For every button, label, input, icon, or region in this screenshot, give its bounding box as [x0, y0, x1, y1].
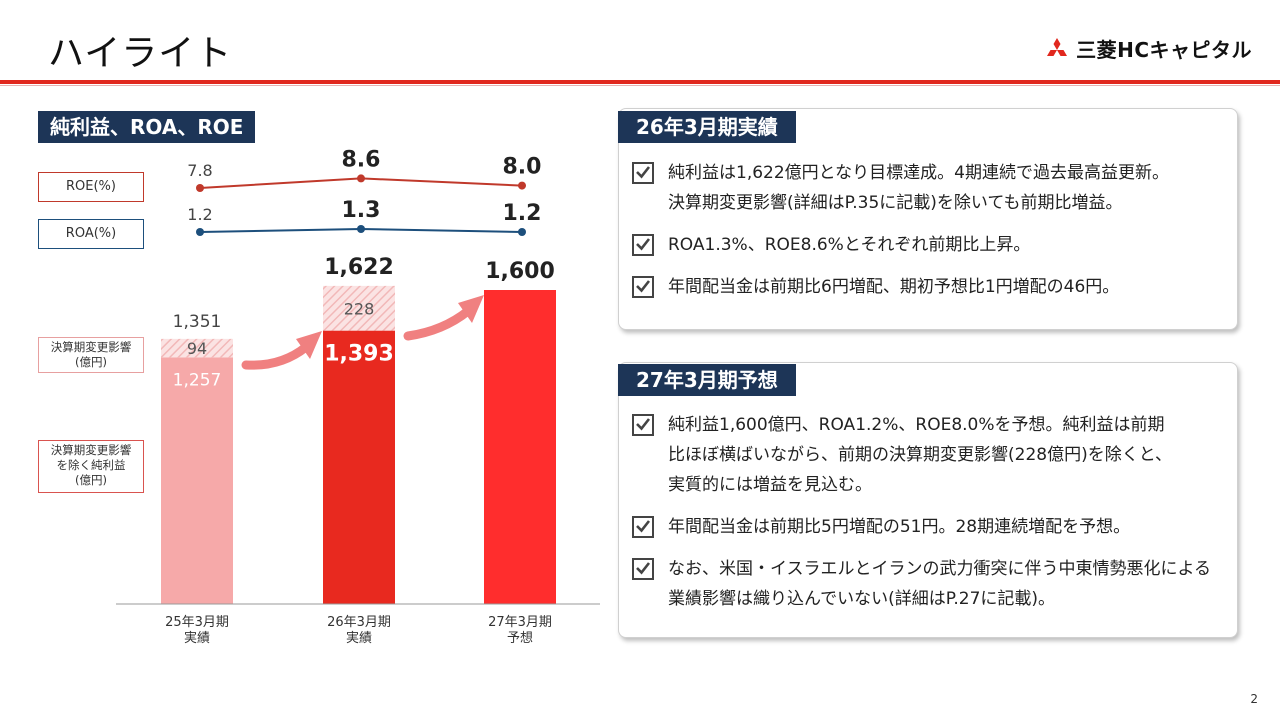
bullet-text: 年間配当金は前期比5円増配の51円。28期連続増配を予想。 [668, 512, 1130, 542]
bullet-text: 純利益は1,622億円となり目標達成。4期連続で過去最高益更新。 決算期変更影響(… [668, 158, 1169, 218]
impact-note: 決算期変更影響 (億円) [38, 337, 144, 373]
excluding-impact-note: 決算期変更影響 を除く純利益 (億円) [38, 440, 144, 493]
bar-impact-segment [323, 285, 395, 331]
impact-value-label: 228 [344, 299, 375, 318]
roa-legend: ROA(%) [38, 219, 144, 249]
three-diamonds-logo-icon [1047, 37, 1068, 56]
total-value-label: 1,351 [173, 312, 222, 332]
bar-value-label: 1,257 [173, 370, 222, 390]
checkbox-checked-icon [632, 276, 654, 298]
bullet-text-line: 実質的には増益を見込む。 [668, 475, 872, 495]
fy27-forecast-list: 純利益1,600億円、ROA1.2%、ROE8.0%を予想。純利益は前期 比ほぼ横… [630, 410, 1230, 626]
impact-value-label: 94 [187, 339, 207, 358]
bullet-text-line: 純利益1,600億円、ROA1.2%、ROE8.0%を予想。純利益は前期 [668, 415, 1165, 435]
bullet-text-line: なお、米国・イスラエルとイランの武力衝突に伴う中東情勢悪化による [668, 559, 1211, 579]
trend-arrow-shaft [241, 342, 311, 370]
bullet-item: 年間配当金は前期比6円増配、期初予想比1円増配の46円。 [630, 272, 1230, 302]
fy26-results-title: 26年3月期実績 [618, 111, 796, 143]
checkbox-checked-icon [632, 234, 654, 256]
excluding-note-line-3: (億円) [75, 473, 107, 487]
roe-value-label: 8.0 [503, 155, 542, 180]
header-divider [0, 80, 1280, 84]
fy27-forecast-title: 27年3月期予想 [618, 364, 796, 396]
bar-net-income-excl-impact [161, 357, 233, 604]
total-value-label: 1,600 [485, 259, 555, 284]
page-title: ハイライト [48, 33, 233, 74]
roa-point [518, 228, 526, 236]
x-tick-label: 予想 [507, 630, 533, 646]
roa-value-label: 1.2 [187, 205, 212, 224]
bullet-item: 純利益は1,622億円となり目標達成。4期連続で過去最高益更新。 決算期変更影響(… [630, 158, 1230, 218]
roa-point [357, 225, 365, 233]
trend-arrow-head-icon [458, 295, 484, 323]
net-income-roa-roe-chart: 7.8 8.6 8.0 1.2 1.3 1.2 94 1,257 1,351 228 1,393… [116, 147, 600, 646]
bar-impact-segment [161, 338, 233, 358]
bullet-item: ROA1.3%、ROE8.6%とそれぞれ前期比上昇。 [630, 230, 1230, 260]
fy27-forecast-panel [618, 362, 1238, 638]
bullet-text-line: 純利益は1,622億円となり目標達成。4期連続で過去最高益更新。 [668, 163, 1169, 183]
excluding-note-line-1: 決算期変更影響 [50, 443, 132, 457]
bar-value-label: 1,393 [324, 342, 394, 367]
roe-legend: ROE(%) [38, 172, 144, 202]
logo-text: 三菱HCキャピタル [1076, 38, 1252, 62]
roa-point [196, 228, 204, 236]
trend-arrow-shaft [403, 306, 473, 341]
x-tick-label: 実績 [184, 630, 210, 646]
chart-section-label: 純利益、ROA、ROE [38, 111, 256, 143]
roa-value-label: 1.2 [503, 201, 542, 226]
checkbox-checked-icon [632, 414, 654, 436]
page-number: 2 [1250, 692, 1258, 706]
x-tick-label: 26年3月期 [327, 615, 391, 630]
bullet-text-line: 年間配当金は前期比6円増配、期初予想比1円増配の46円。 [668, 277, 1120, 297]
excluding-note-line-2: を除く純利益 [56, 458, 126, 472]
bullet-text-line: 比ほぼ横ばいながら、前期の決算期変更影響(228億円)を除くと、 [668, 445, 1173, 465]
bar-net-income-excl-impact [323, 330, 395, 604]
roe-point [357, 174, 365, 183]
impact-note-line-2: (億円) [75, 355, 107, 369]
bullet-text-line: 業績影響は織り込んでいない(詳細はP.27に記載)。 [668, 589, 1056, 609]
x-tick-label: 25年3月期 [165, 615, 229, 630]
roa-value-label: 1.3 [342, 198, 381, 223]
roe-point [518, 181, 526, 190]
roe-value-label: 7.8 [187, 161, 212, 180]
bullet-text-line: ROA1.3%、ROE8.6%とそれぞれ前期比上昇。 [668, 235, 1031, 255]
fy26-results-panel [618, 108, 1238, 330]
bullet-text: 年間配当金は前期比6円増配、期初予想比1円増配の46円。 [668, 272, 1119, 302]
bullet-text: なお、米国・イスラエルとイランの武力衝突に伴う中東情勢悪化による 業績影響は織り込… [668, 554, 1211, 614]
bullet-text: 純利益1,600億円、ROA1.2%、ROE8.0%を予想。純利益は前期 比ほぼ横… [668, 410, 1172, 500]
x-tick-label: 27年3月期 [488, 615, 552, 630]
total-value-label: 1,622 [324, 255, 394, 280]
checkbox-checked-icon [632, 516, 654, 538]
bullet-item: 純利益1,600億円、ROA1.2%、ROE8.0%を予想。純利益は前期 比ほぼ横… [630, 410, 1230, 500]
trend-arrow-head-icon [296, 331, 322, 359]
fy26-results-list: 純利益は1,622億円となり目標達成。4期連続で過去最高益更新。 決算期変更影響(… [630, 158, 1230, 314]
bar-net-income-excl-impact [484, 290, 556, 604]
company-logo: 三菱HCキャピタル [1044, 34, 1252, 63]
bullet-text: ROA1.3%、ROE8.6%とそれぞれ前期比上昇。 [668, 230, 1030, 260]
roe-point [196, 184, 204, 192]
bullet-item: 年間配当金は前期比5円増配の51円。28期連続増配を予想。 [630, 512, 1230, 542]
header-divider-thin [0, 85, 1280, 86]
checkbox-checked-icon [632, 162, 654, 184]
bullet-text-line: 決算期変更影響(詳細はP.35に記載)を除いても前期比増益。 [668, 193, 1123, 213]
impact-note-line-1: 決算期変更影響 [50, 340, 132, 354]
x-tick-label: 実績 [346, 630, 372, 646]
bullet-item: なお、米国・イスラエルとイランの武力衝突に伴う中東情勢悪化による 業績影響は織り込… [630, 554, 1230, 614]
roe-value-label: 8.6 [342, 147, 381, 172]
bullet-text-line: 年間配当金は前期比5円増配の51円。28期連続増配を予想。 [668, 517, 1131, 537]
checkbox-checked-icon [632, 558, 654, 580]
